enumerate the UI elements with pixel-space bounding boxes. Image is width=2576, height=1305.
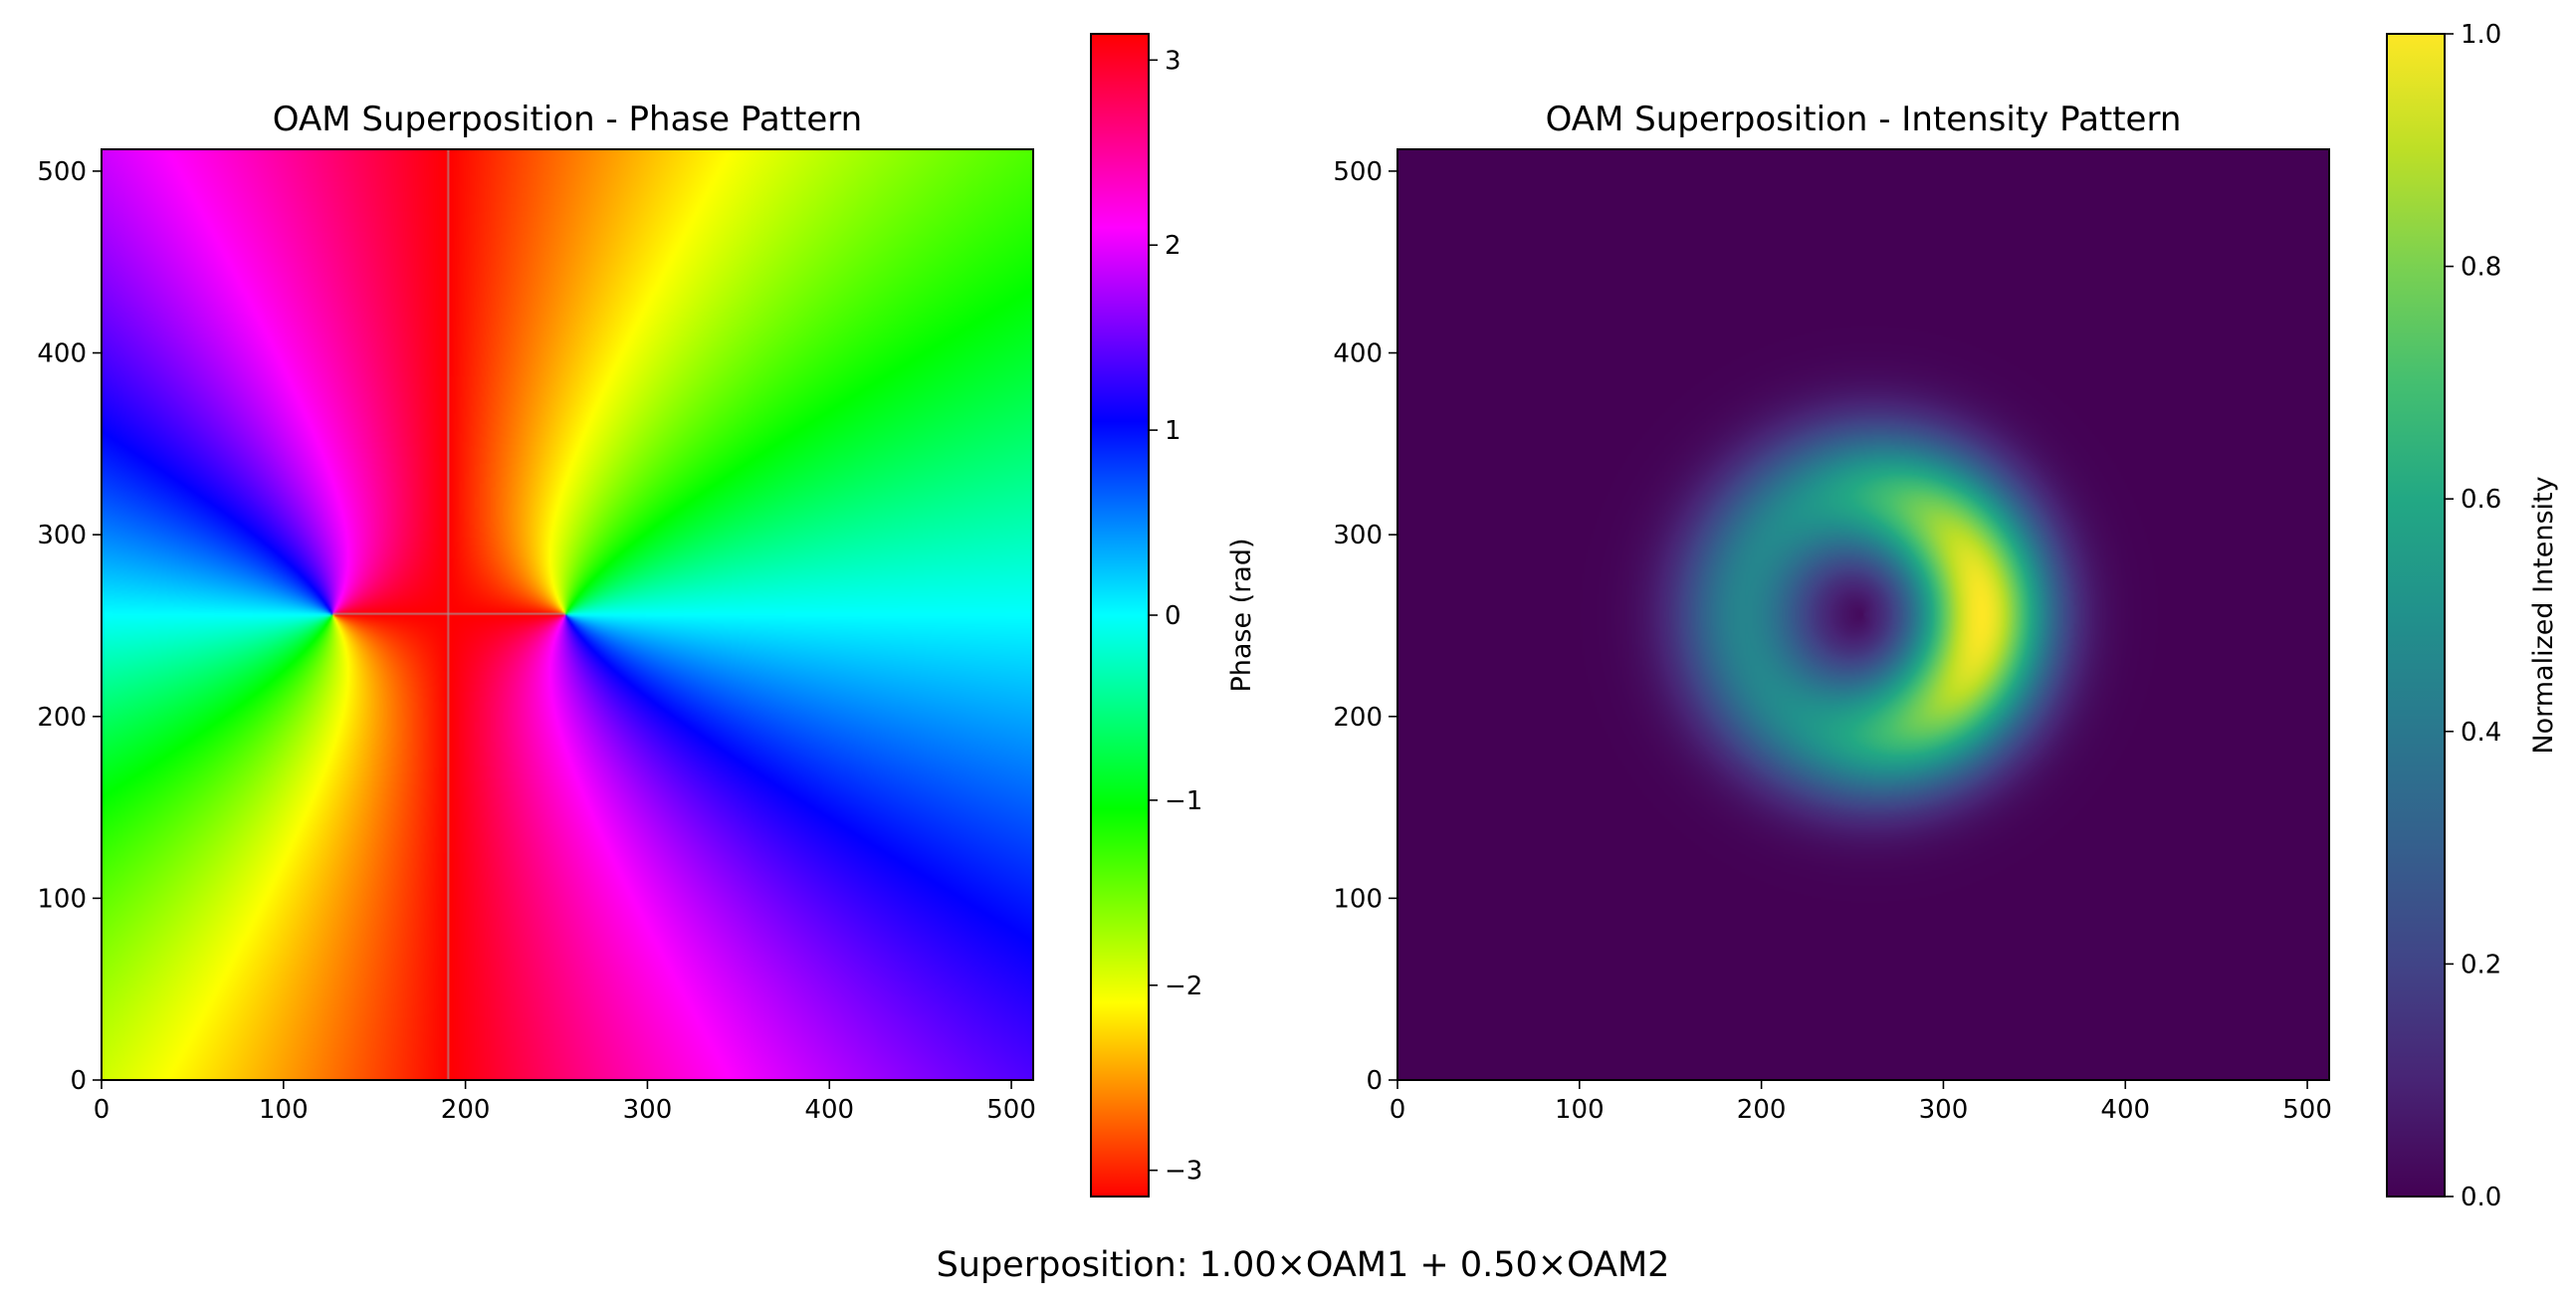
phase-y-tick-label: 200: [37, 703, 87, 733]
phase-y-tick: 100: [37, 884, 102, 914]
intensity-y-tick: 500: [1333, 157, 1397, 187]
phase-colorbar-tick-label: −3: [1165, 1157, 1202, 1187]
phase-colorbar-tick: 0: [1149, 601, 1181, 631]
intensity-colorbar-tick: 0.4: [2445, 718, 2501, 748]
intensity-colorbar-tick-label: 0.6: [2461, 485, 2501, 515]
phase-x-tick-label: 400: [804, 1095, 854, 1125]
phase-y-tick: 500: [37, 157, 102, 187]
phase-colorbar: −3 −2 −1 0 1 2 3 Phase (rad): [1090, 33, 1257, 1197]
phase-x-tick-label: 500: [986, 1095, 1036, 1125]
phase-x-tick-label: 100: [259, 1095, 309, 1125]
intensity-x-tick: 100: [1555, 1080, 1605, 1125]
intensity-x-tick: 200: [1737, 1080, 1787, 1125]
intensity-y-tick: 200: [1333, 703, 1397, 733]
phase-x-tick: 300: [623, 1080, 673, 1125]
intensity-y-ticks: 0 100 200 300 400 500: [1333, 157, 1397, 1096]
intensity-colorbar-tick-label: 0.4: [2461, 718, 2501, 748]
phase-colorbar-tick: −3: [1149, 1157, 1202, 1187]
phase-y-tick-label: 0: [70, 1066, 87, 1096]
phase-x-tick: 0: [94, 1080, 110, 1125]
intensity-plot: OAM Superposition - Intensity Pattern 0 1…: [1333, 100, 2332, 1125]
intensity-y-tick-label: 300: [1333, 521, 1383, 550]
intensity-colorbar-ticks: 0.0 0.2 0.4 0.6 0.8 1.0: [2445, 20, 2501, 1212]
phase-colorbar-tick-label: 1: [1165, 416, 1181, 446]
phase-colorbar-ticks: −3 −2 −1 0 1 2 3: [1149, 46, 1202, 1187]
phase-y-tick-label: 400: [37, 339, 87, 369]
intensity-colorbar-tick: 1.0: [2445, 20, 2501, 50]
intensity-colorbar-tick: 0.2: [2445, 950, 2501, 979]
phase-colorbar-tick-label: 0: [1165, 601, 1181, 631]
intensity-x-tick-label: 0: [1390, 1095, 1406, 1125]
intensity-x-tick: 0: [1390, 1080, 1406, 1125]
phase-x-tick: 100: [259, 1080, 309, 1125]
intensity-y-tick-label: 0: [1366, 1066, 1383, 1096]
intensity-x-tick: 400: [2100, 1080, 2150, 1125]
intensity-y-tick: 0: [1366, 1066, 1397, 1096]
intensity-x-tick: 500: [2282, 1080, 2332, 1125]
phase-plot: OAM Superposition - Phase Pattern 0 100 20…: [37, 100, 1036, 1125]
intensity-colorbar-tick: 0.6: [2445, 485, 2501, 515]
intensity-y-tick: 300: [1333, 521, 1397, 550]
intensity-colorbar-tick: 0.0: [2445, 1183, 2501, 1212]
intensity-y-tick-label: 500: [1333, 157, 1383, 187]
intensity-y-tick-label: 400: [1333, 339, 1383, 369]
phase-axes-frame: [101, 148, 1034, 1081]
phase-colorbar-tick-label: −1: [1165, 786, 1202, 816]
intensity-colorbar-tick: 0.8: [2445, 253, 2501, 283]
phase-y-ticks: 0 100 200 300 400 500: [37, 157, 102, 1096]
phase-y-tick: 200: [37, 703, 102, 733]
phase-colorbar-tick: 2: [1149, 231, 1181, 261]
phase-x-ticks: 0 100 200 300 400 500: [94, 1080, 1036, 1125]
figure-suptitle: Superposition: 1.00×OAM1 + 0.50×OAM2: [937, 1245, 1670, 1285]
phase-y-tick-label: 300: [37, 521, 87, 550]
intensity-colorbar-frame: [2386, 33, 2446, 1197]
phase-colorbar-fill: [1091, 34, 1149, 1196]
intensity-x-tick-label: 200: [1737, 1095, 1787, 1125]
phase-colorbar-tick-label: 2: [1165, 231, 1181, 261]
intensity-colorbar-tick-label: 0.2: [2461, 950, 2501, 979]
phase-colorbar-tick-label: −2: [1165, 972, 1202, 1001]
phase-x-tick-label: 300: [623, 1095, 673, 1125]
intensity-x-tick-label: 100: [1555, 1095, 1605, 1125]
phase-title: OAM Superposition - Phase Pattern: [273, 100, 862, 139]
phase-y-tick-label: 100: [37, 884, 87, 914]
phase-colorbar-label: Phase (rad): [1226, 538, 1257, 692]
phase-x-tick-label: 200: [441, 1095, 491, 1125]
intensity-y-tick-label: 200: [1333, 703, 1383, 733]
intensity-x-tick-label: 500: [2282, 1095, 2332, 1125]
intensity-x-ticks: 0 100 200 300 400 500: [1390, 1080, 2332, 1125]
intensity-axes-frame: [1396, 148, 2330, 1081]
phase-y-tick: 400: [37, 339, 102, 369]
intensity-colorbar-fill: [2387, 34, 2445, 1196]
phase-y-tick: 300: [37, 521, 102, 550]
intensity-image: [1397, 149, 2329, 1080]
intensity-x-tick-label: 400: [2100, 1095, 2150, 1125]
phase-colorbar-tick: 1: [1149, 416, 1181, 446]
intensity-title: OAM Superposition - Intensity Pattern: [1546, 100, 2182, 139]
phase-colorbar-tick-label: 3: [1165, 46, 1181, 76]
phase-x-tick: 400: [804, 1080, 854, 1125]
intensity-colorbar-tick-label: 0.0: [2461, 1183, 2501, 1212]
phase-y-tick-label: 500: [37, 157, 87, 187]
phase-x-tick: 200: [441, 1080, 491, 1125]
phase-x-tick-label: 0: [94, 1095, 110, 1125]
intensity-colorbar-tick-label: 1.0: [2461, 20, 2501, 50]
phase-colorbar-tick: −1: [1149, 786, 1202, 816]
intensity-x-tick: 300: [1919, 1080, 1969, 1125]
intensity-x-tick-label: 300: [1919, 1095, 1969, 1125]
phase-x-tick: 500: [986, 1080, 1036, 1125]
phase-colorbar-tick: −2: [1149, 972, 1202, 1001]
intensity-y-tick: 400: [1333, 339, 1397, 369]
intensity-colorbar-tick-label: 0.8: [2461, 253, 2501, 283]
phase-image: [102, 149, 1033, 1080]
intensity-colorbar-label: Normalized Intensity: [2528, 476, 2559, 754]
intensity-y-tick-label: 100: [1333, 884, 1383, 914]
intensity-colorbar: 0.0 0.2 0.4 0.6 0.8 1.0 Normalized Intensity: [2386, 20, 2559, 1212]
intensity-y-tick: 100: [1333, 884, 1397, 914]
phase-y-tick: 0: [70, 1066, 102, 1096]
phase-colorbar-tick: 3: [1149, 46, 1181, 76]
